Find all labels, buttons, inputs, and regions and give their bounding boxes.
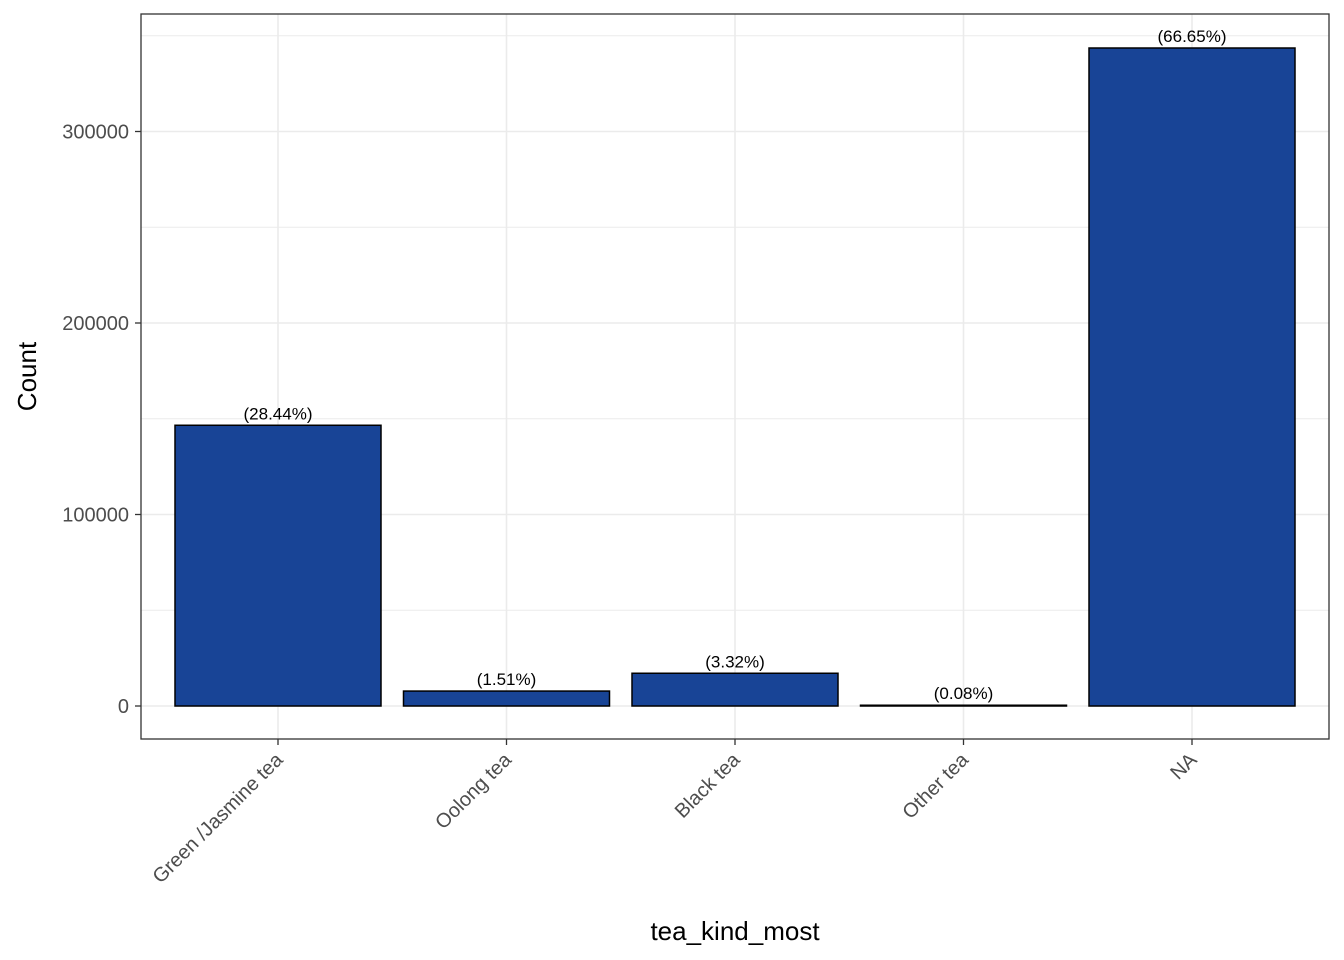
x-axis-title: tea_kind_most	[650, 916, 820, 946]
bar-data-label: (3.32%)	[705, 652, 765, 671]
bar	[859, 704, 1068, 707]
bar-data-label: (66.65%)	[1158, 27, 1227, 46]
bar-labels: (28.44%) (1.51%) (3.32%) (0.08%) (66.65%)	[244, 27, 1227, 703]
bar-data-label: (0.08%)	[934, 684, 994, 703]
y-tick-label: 200000	[62, 313, 129, 335]
x-tick-label: Other tea	[899, 748, 974, 823]
y-axis-title: Count	[12, 341, 42, 411]
y-tick-label: 100000	[62, 505, 129, 527]
y-tick-label: 0	[118, 696, 129, 718]
x-tick-label: Oolong tea	[431, 748, 516, 833]
y-tick-label: 300000	[62, 122, 129, 144]
bars	[174, 47, 1296, 707]
bar-data-label: (28.44%)	[244, 404, 313, 423]
x-axis: Green /Jasmine tea Oolong tea Black tea Oth…	[149, 739, 1202, 888]
bar	[1088, 47, 1296, 707]
bar	[402, 690, 611, 707]
x-tick-label: Green /Jasmine tea	[149, 748, 289, 888]
bar	[631, 672, 839, 707]
y-axis: 0 100000 200000 300000	[62, 122, 141, 718]
x-tick-label: Black tea	[671, 748, 745, 822]
bar	[174, 424, 382, 707]
bar-data-label: (1.51%)	[477, 670, 537, 689]
x-tick-label: NA	[1166, 749, 1202, 785]
